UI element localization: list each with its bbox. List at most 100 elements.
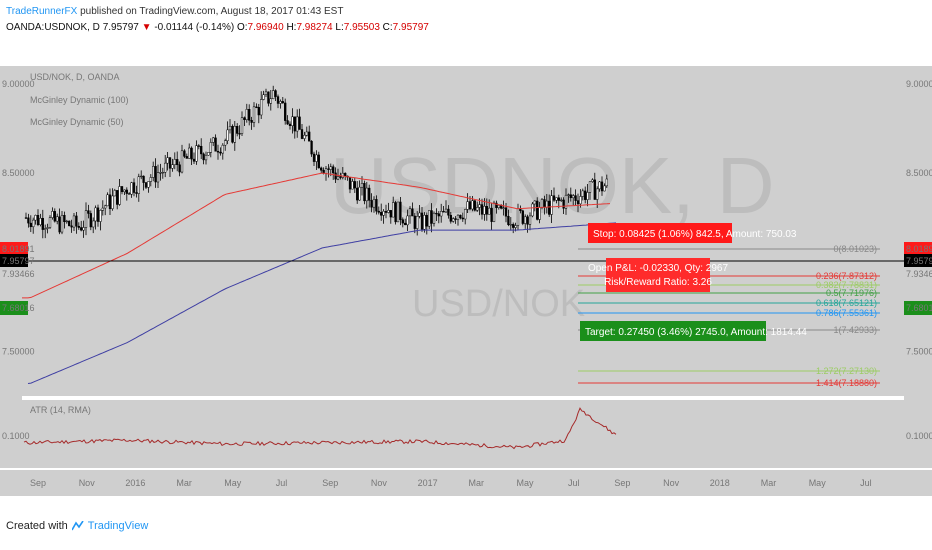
legend-ma2: McGinley Dynamic (50) (30, 117, 124, 127)
candle-body (171, 164, 174, 169)
candle-body (512, 224, 515, 228)
candle-body (483, 206, 486, 215)
time-scale[interactable] (0, 470, 932, 496)
position-tool[interactable]: Stop: 0.08425 (1.06%) 842.5, Amount: 750… (580, 223, 807, 341)
price-scale-label-text: 7.68016 (906, 303, 932, 313)
candle-body (231, 125, 234, 143)
candle-body (243, 117, 246, 120)
candle-body (524, 216, 527, 224)
candle-body (252, 106, 256, 123)
candle-body (471, 200, 474, 210)
indicator-panel[interactable] (22, 400, 904, 468)
candle-body (161, 171, 164, 174)
candle-body (315, 154, 318, 162)
candle-body (480, 204, 484, 215)
y-tick-label-left: 8.50000 (2, 168, 35, 178)
pnl-box[interactable] (606, 258, 710, 292)
candle-body (327, 168, 330, 170)
candle-body (430, 210, 433, 224)
fib-label: 0(8.01023) (833, 244, 877, 254)
price-scale-label-text: 8.01891 (906, 244, 932, 254)
candle-body (264, 91, 268, 96)
candle-body (92, 220, 95, 228)
candle-body (233, 125, 236, 143)
candle-body (36, 215, 40, 226)
candle-body (178, 164, 181, 173)
candle-body (572, 195, 575, 199)
candle-body (240, 117, 244, 134)
pnl-text: Open P&L: -0.02330, Qty: 2967 (588, 263, 729, 274)
candle-body (545, 200, 548, 208)
low-label: L: (335, 22, 344, 33)
candle-body (598, 181, 601, 190)
price-scale-label-text: 7.93466 (906, 269, 932, 279)
candle-body (377, 210, 380, 213)
price-scale-label-left (0, 267, 28, 281)
price-scale-label-text: 7.95797 (906, 256, 932, 266)
candle-body (291, 116, 294, 126)
legend-ma1: McGinley Dynamic (100) (30, 95, 129, 105)
candle-body (435, 212, 438, 215)
high-label: H: (286, 22, 297, 33)
candle-body (147, 181, 150, 188)
x-tick-label: 2016 (125, 478, 145, 488)
down-arrow-icon: ▼ (141, 22, 152, 33)
price-scale-label-text: 7.68016 (2, 303, 35, 313)
candle-body (348, 176, 352, 190)
candle-body (180, 150, 184, 173)
candle-body (269, 98, 272, 104)
candle-body (24, 217, 28, 219)
candle-body (288, 123, 292, 126)
candle-body (504, 207, 508, 217)
candle-body (216, 150, 220, 153)
candle-body (152, 166, 155, 178)
candle-body (339, 176, 342, 178)
x-tick-label: Jul (860, 478, 872, 488)
candle-body (236, 125, 239, 134)
candle-body (267, 91, 270, 104)
candle-body (82, 227, 85, 231)
candle-body (591, 179, 594, 182)
price-scale-label-right (904, 242, 932, 256)
candle-body (111, 195, 114, 209)
candle-body (557, 197, 560, 201)
candle-body (329, 166, 332, 170)
candle-body (284, 102, 287, 121)
x-tick-label: 2017 (418, 478, 438, 488)
candle-body (140, 175, 143, 178)
candle-body (48, 217, 52, 228)
tradingview-brand[interactable]: TradingView (87, 520, 149, 532)
candle-body (29, 222, 32, 228)
footer: Created with TradingView (6, 520, 148, 532)
candle-body (149, 177, 152, 182)
candle-body (190, 147, 193, 160)
candle-body (123, 189, 126, 193)
chart-area[interactable]: USDNOK, D USD/NOK USD/NOK, D, OANDA McGi… (0, 58, 932, 508)
open-value: 7.96940 (247, 22, 284, 33)
target-box[interactable] (580, 321, 766, 341)
candle-body (375, 199, 378, 212)
candle-body (214, 137, 217, 152)
candle-body (387, 210, 390, 213)
candle-body (586, 192, 589, 200)
candle-body (603, 185, 606, 192)
stop-box[interactable] (588, 223, 732, 243)
x-tick-label: Nov (663, 478, 680, 488)
candle-body (293, 116, 296, 132)
candle-body (286, 120, 289, 125)
price-scale-label-left (0, 301, 28, 315)
x-tick-label: Nov (371, 478, 388, 488)
symbol-label: OANDA:USDNOK, D (6, 22, 100, 33)
candle-body (166, 157, 169, 164)
low-value: 7.95503 (343, 22, 380, 33)
author-link[interactable]: TradeRunnerFX (6, 6, 78, 17)
candle-body (317, 154, 320, 169)
candle-body (490, 207, 493, 222)
candle-body (389, 210, 392, 218)
watermark-small: USD/NOK (412, 283, 585, 325)
candle-body (528, 215, 532, 225)
x-tick-label: May (516, 478, 534, 488)
candlestick-series (24, 85, 608, 239)
candle-body (308, 131, 311, 142)
close-label: C: (382, 22, 393, 33)
